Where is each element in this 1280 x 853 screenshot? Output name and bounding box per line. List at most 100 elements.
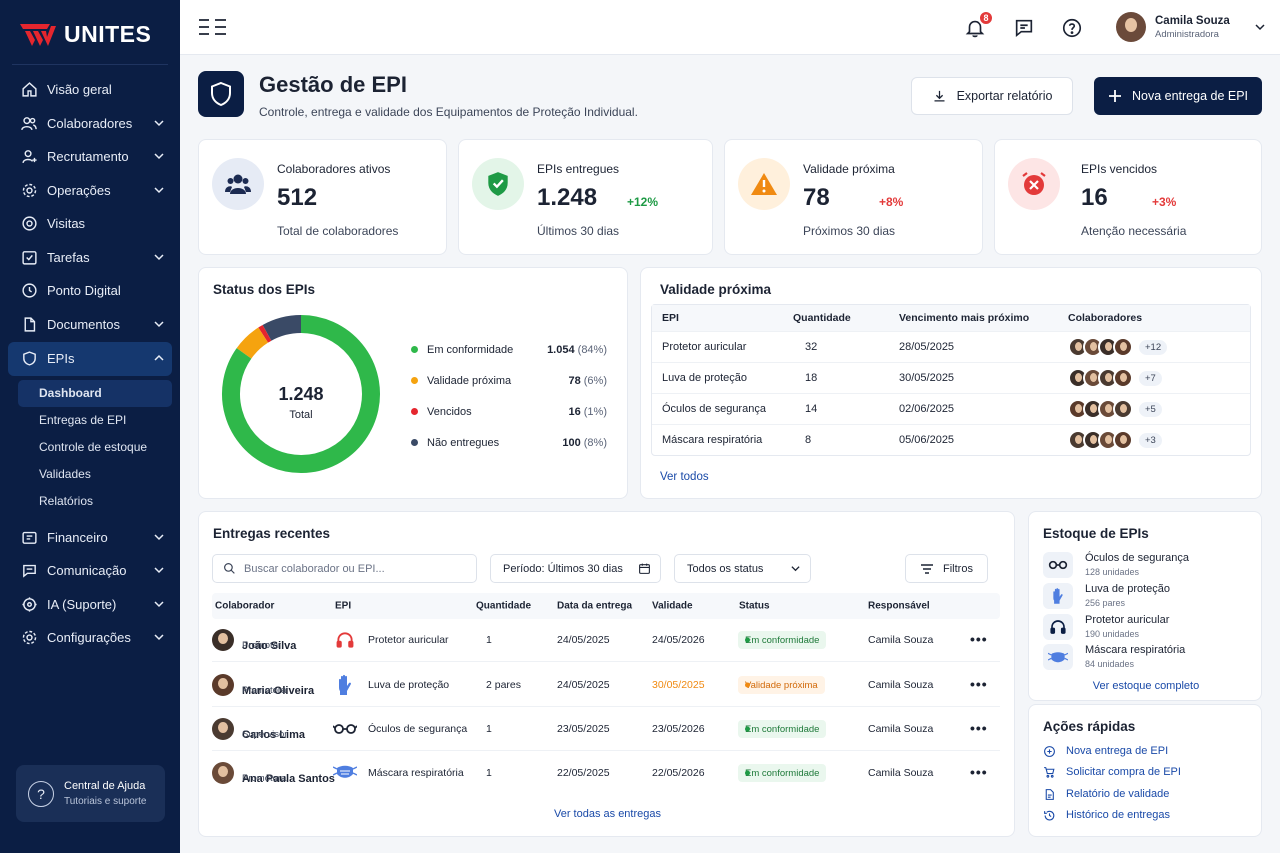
quick-action-history[interactable]: Histórico de entregas [1043, 806, 1170, 824]
stock-title: Estoque de EPIs [1043, 526, 1149, 541]
kpi-value: 1.248 [537, 184, 598, 211]
legend-dot [411, 346, 418, 353]
wallet-icon [20, 528, 38, 546]
mask-icon [333, 765, 357, 778]
chevron-down-icon [154, 634, 164, 641]
logo-icon [20, 24, 56, 46]
export-report-button[interactable]: Exportar relatório [911, 77, 1073, 115]
legend-pct: (1%) [583, 405, 607, 418]
sidebar-item-epis[interactable]: EPIs [8, 342, 172, 376]
table-row[interactable]: Maria Oliveira Promotora Luva de proteçã… [212, 663, 1000, 707]
table-row[interactable]: Máscara respiratória 8 05/06/2025 +3 [652, 424, 1250, 455]
status-badge: Em conformidade [738, 631, 827, 649]
subnav-validades[interactable]: Validades [39, 467, 91, 481]
search-input-wrapper [212, 554, 477, 583]
document-icon [20, 315, 38, 333]
sidebar-item-operacoes[interactable]: Operações [8, 174, 172, 208]
kpi-card-colaboradores: Colaboradores ativos 512 Total de colabo… [198, 139, 447, 255]
subnav-relatorios[interactable]: Relatórios [39, 494, 94, 508]
avatar [212, 674, 234, 696]
shield-icon [198, 71, 244, 117]
quick-action-purchase[interactable]: Solicitar compra de EPI [1043, 763, 1181, 781]
sidebar-item-financeiro[interactable]: Financeiro [8, 521, 172, 555]
table-row[interactable]: Luva de proteção 18 30/05/2025 +7 [652, 362, 1250, 393]
person-role: Promotora [242, 773, 287, 784]
sidebar-item-ia-suporte[interactable]: IA (Suporte) [8, 588, 172, 622]
more-actions-icon[interactable]: ••• [970, 720, 988, 736]
menu-icon[interactable] [198, 18, 228, 36]
page-subtitle: Controle, entrega e validade dos Equipam… [259, 105, 638, 119]
table-row[interactable]: João Silva Promotor Protetor auricular 1… [212, 618, 1000, 662]
logo[interactable]: UNITES [20, 20, 151, 48]
donut-slice-em-conformidade [222, 315, 380, 473]
cell-qty: 18 [805, 372, 818, 384]
kpi-delta: +8% [879, 195, 904, 209]
table-row[interactable]: Protetor auricular 32 28/05/2025 +12 [652, 331, 1250, 362]
stock-qty: 256 pares [1085, 598, 1126, 608]
status-select[interactable]: Todos os status [674, 554, 811, 583]
more-count: +7 [1139, 370, 1162, 386]
user-plus-icon [20, 148, 38, 166]
more-actions-icon[interactable]: ••• [970, 631, 988, 647]
user-menu[interactable]: Camila Souza Administradora [1116, 12, 1265, 42]
table-row[interactable]: Óculos de segurança 14 02/06/2025 +5 [652, 393, 1250, 424]
filters-button[interactable]: Filtros [905, 554, 988, 583]
see-all-deliveries-link[interactable]: Ver todas as entregas [553, 808, 661, 820]
kpi-card-epis-vencidos: EPIs vencidos 16 +3% Atenção necessária [994, 139, 1262, 255]
sidebar-item-documentos[interactable]: Documentos [8, 308, 172, 342]
col-header: Quantidade [793, 312, 851, 324]
avatar [212, 629, 234, 651]
cell-date: 24/05/2025 [557, 633, 610, 646]
table-row[interactable]: Ana Paula Santos Promotora Máscara respi… [212, 751, 1000, 795]
see-all-validity-link[interactable]: Ver todos [660, 471, 709, 483]
subnav-entregas[interactable]: Entregas de EPI [39, 413, 127, 427]
sidebar-item-ponto-digital[interactable]: Ponto Digital [8, 274, 172, 308]
subnav-dashboard[interactable]: Dashboard [18, 379, 172, 407]
kpi-label: EPIs vencidos [1081, 162, 1158, 176]
calendar-icon [639, 563, 650, 574]
table-row[interactable]: Carlos Lima Supervisor Óculos de seguran… [212, 707, 1000, 751]
help-icon[interactable] [1061, 17, 1083, 39]
stock-item[interactable]: Máscara respiratória 84 unidades [1043, 642, 1243, 672]
subnav-estoque[interactable]: Controle de estoque [39, 440, 148, 454]
sidebar-item-visao-geral[interactable]: Visão geral [8, 73, 172, 107]
users-icon [20, 114, 38, 132]
sidebar-item-label: EPIs [47, 351, 75, 367]
stock-item[interactable]: Protetor auricular 190 unidades [1043, 612, 1243, 642]
new-delivery-button[interactable]: Nova entrega de EPI [1094, 77, 1262, 115]
stock-item[interactable]: Luva de proteção 256 pares [1043, 581, 1243, 611]
sidebar-item-configuracoes[interactable]: Configurações [8, 621, 172, 655]
period-select[interactable]: Período: Últimos 30 dias [490, 554, 661, 583]
table-header: Colaborador EPI Quantidade Data da entre… [212, 593, 1000, 619]
more-actions-icon[interactable]: ••• [970, 764, 988, 780]
glasses-icon [333, 724, 357, 734]
quick-action-validity-report[interactable]: Relatório de validade [1043, 785, 1169, 803]
bell-icon[interactable] [964, 17, 986, 39]
chevron-down-icon [154, 186, 164, 193]
kpi-card-epis-entregues: EPIs entregues 1.248 +12% Últimos 30 dia… [458, 139, 713, 255]
see-all-stock-link[interactable]: Ver estoque completo [1092, 680, 1200, 692]
shield-check-icon [472, 158, 524, 210]
sidebar-item-tarefas[interactable]: Tarefas [8, 241, 172, 275]
col-header: EPI [335, 600, 352, 612]
status-dot [745, 637, 750, 643]
sidebar-item-colaboradores[interactable]: Colaboradores [8, 107, 172, 141]
help-center-card[interactable]: ? Central de Ajuda Tutoriais e suporte [16, 765, 165, 822]
sidebar-item-recrutamento[interactable]: Recrutamento [8, 140, 172, 174]
stock-item[interactable]: Óculos de segurança 128 unidades [1043, 550, 1243, 580]
chevron-up-icon [154, 354, 164, 361]
quick-action-new-delivery[interactable]: Nova entrega de EPI [1043, 742, 1168, 760]
table-header: EPI Quantidade Vencimento mais próximo C… [652, 305, 1250, 331]
help-subtitle: Tutoriais e suporte [64, 796, 147, 807]
col-header: Vencimento mais próximo [899, 312, 1030, 324]
more-actions-icon[interactable]: ••• [970, 676, 988, 692]
donut-slice-validade-próxima [236, 327, 269, 359]
cell-date: 22/05/2025 [557, 767, 610, 779]
cell-validity: 24/05/2026 [652, 633, 705, 646]
sidebar-item-label: Recrutamento [47, 149, 129, 165]
legend-pct: (84%) [577, 343, 607, 356]
message-icon[interactable] [1013, 17, 1035, 39]
search-input[interactable] [244, 562, 464, 575]
sidebar-item-visitas[interactable]: Visitas [8, 207, 172, 241]
sidebar-item-comunicacao[interactable]: Comunicação [8, 554, 172, 588]
